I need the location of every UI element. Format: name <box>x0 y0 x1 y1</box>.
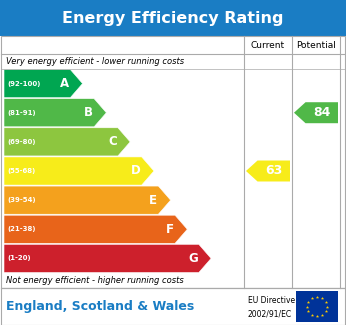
Text: Current: Current <box>251 41 285 49</box>
Text: (21-38): (21-38) <box>7 226 36 232</box>
Bar <box>296 291 338 322</box>
Text: G: G <box>188 252 198 265</box>
Text: F: F <box>166 223 174 236</box>
Bar <box>1 288 345 325</box>
Polygon shape <box>294 102 338 123</box>
Text: Very energy efficient - lower running costs: Very energy efficient - lower running co… <box>6 57 184 66</box>
Polygon shape <box>4 186 171 214</box>
Text: D: D <box>131 164 141 177</box>
Bar <box>1 36 345 288</box>
Text: B: B <box>84 106 93 119</box>
Polygon shape <box>4 157 154 185</box>
Text: E: E <box>149 194 157 207</box>
Polygon shape <box>246 161 290 181</box>
Text: (1-20): (1-20) <box>7 255 31 261</box>
Polygon shape <box>4 99 106 127</box>
Text: (39-54): (39-54) <box>7 197 36 203</box>
Text: (69-80): (69-80) <box>7 139 36 145</box>
Polygon shape <box>4 128 130 156</box>
Text: (55-68): (55-68) <box>7 168 35 174</box>
Text: 2002/91/EC: 2002/91/EC <box>248 309 292 318</box>
Polygon shape <box>4 70 83 98</box>
Text: Potential: Potential <box>296 41 336 49</box>
Text: 84: 84 <box>313 106 330 119</box>
Text: Energy Efficiency Rating: Energy Efficiency Rating <box>62 10 284 25</box>
Text: EU Directive: EU Directive <box>248 296 295 306</box>
Text: Not energy efficient - higher running costs: Not energy efficient - higher running co… <box>6 276 184 285</box>
Text: A: A <box>60 77 69 90</box>
Bar <box>0 0 346 36</box>
Text: (92-100): (92-100) <box>7 81 40 86</box>
Polygon shape <box>4 244 211 272</box>
Text: (81-91): (81-91) <box>7 110 36 116</box>
Text: 63: 63 <box>265 164 282 177</box>
Text: England, Scotland & Wales: England, Scotland & Wales <box>6 300 194 313</box>
Polygon shape <box>4 215 187 243</box>
Text: C: C <box>108 135 117 148</box>
